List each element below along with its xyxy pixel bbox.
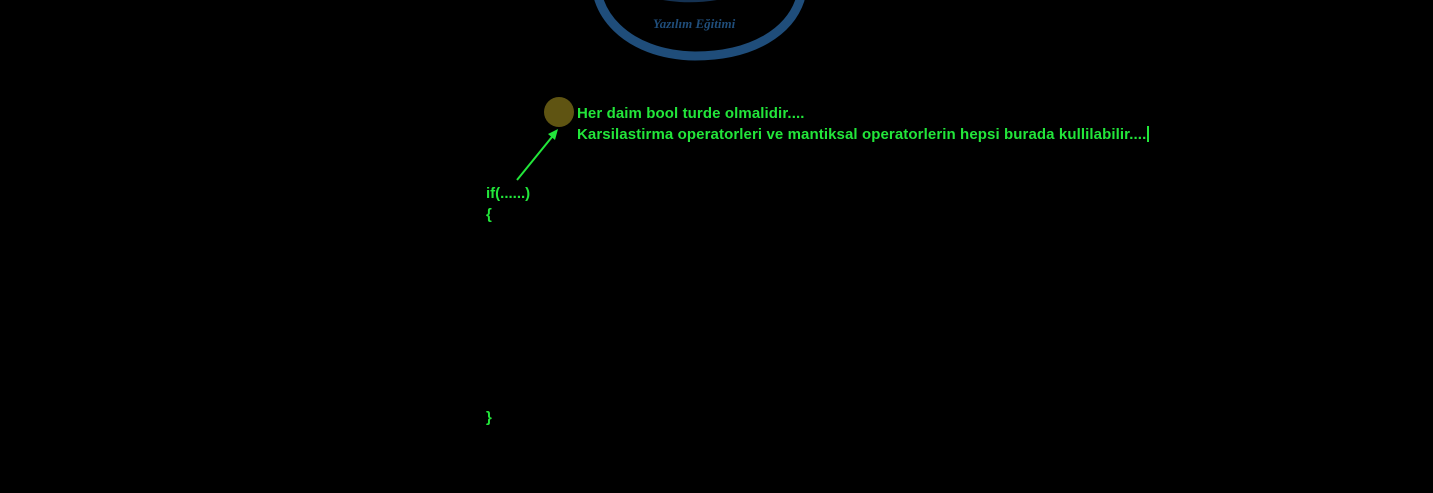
note-line-2: Karsilastirma operatorleri ve mantiksal … <box>577 126 1150 143</box>
text-caret <box>1147 126 1150 142</box>
note-line-1: Her daim bool turde olmalidir.... <box>577 105 805 122</box>
code-if-statement: if(......) <box>486 185 531 202</box>
code-close-brace: } <box>486 409 492 426</box>
code-open-brace: { <box>486 206 492 223</box>
watermark-subtitle: Yazılım Eğitimi <box>653 16 736 31</box>
arrow-up-right-icon <box>516 129 558 181</box>
logo-swoosh-icon <box>594 0 805 61</box>
cursor-highlight-icon <box>544 97 574 127</box>
note-line-2-text: Karsilastirma operatorleri ve mantiksal … <box>577 126 1147 143</box>
